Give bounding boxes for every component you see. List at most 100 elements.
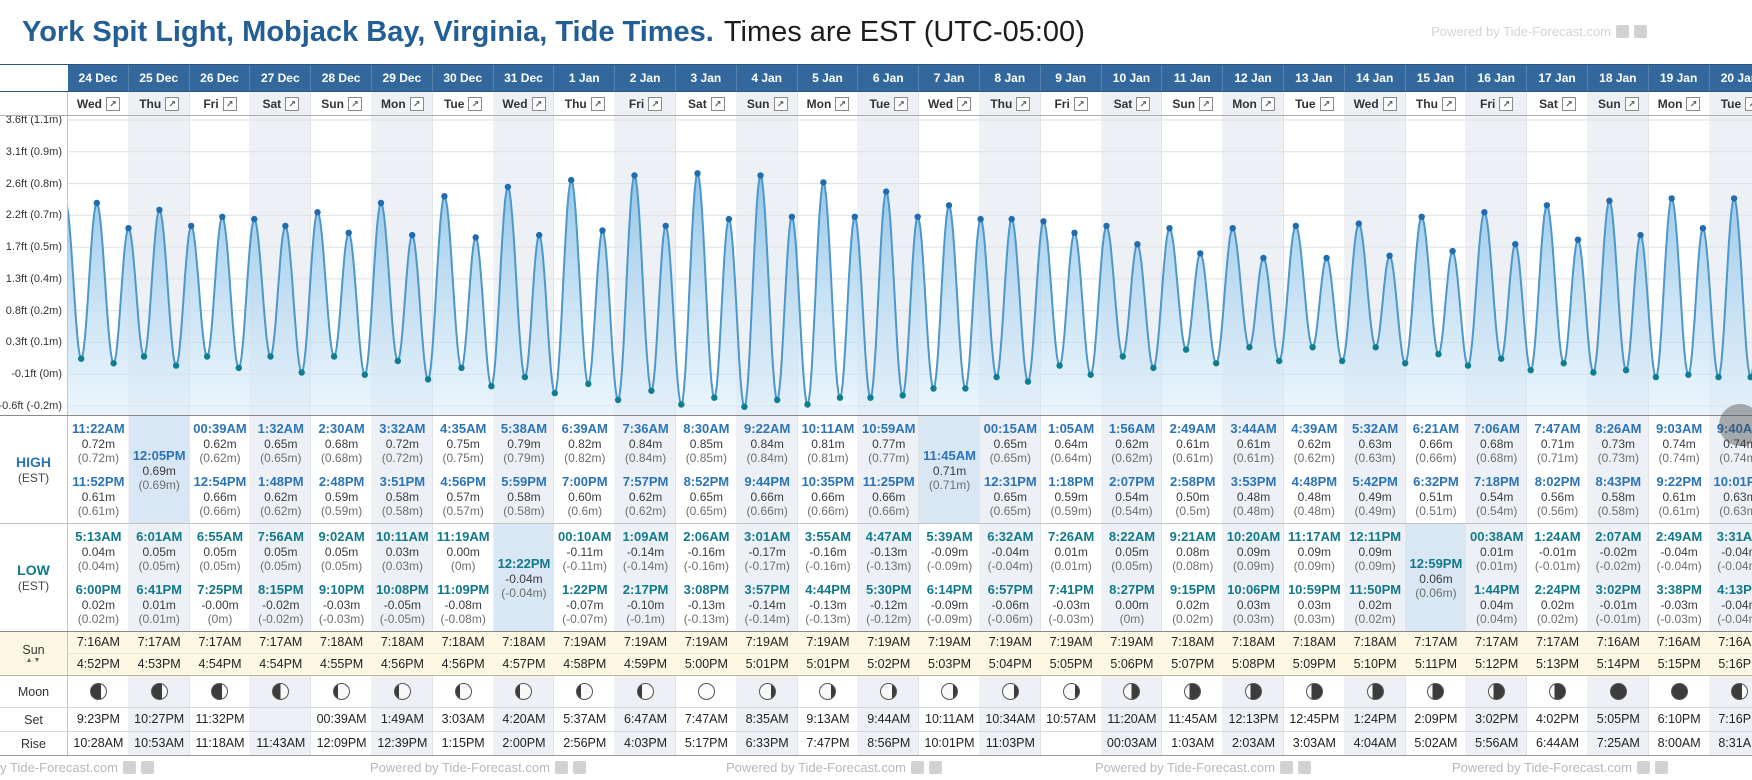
date-header-cell[interactable]: 8 Jan	[979, 65, 1041, 91]
expand-day-icon[interactable]: ↗	[1136, 96, 1151, 111]
date-header-cell[interactable]: 1 Jan	[554, 65, 616, 91]
low-tide-height-alt: (-0.03m)	[1656, 612, 1702, 627]
date-header-cell[interactable]: 9 Jan	[1040, 65, 1102, 91]
expand-day-icon[interactable]: ↗	[1745, 96, 1752, 111]
date-header-cell[interactable]: 18 Jan	[1587, 65, 1649, 91]
date-header-cell[interactable]: 29 Dec	[371, 65, 433, 91]
weekday-label: Sat	[1113, 96, 1133, 111]
high-tide-height-alt: (0.6m)	[567, 504, 603, 519]
low-tide-time: 10:11AM	[376, 528, 429, 544]
sunset-time: 5:01PM	[745, 657, 789, 671]
weekday-cell: Mon ↗	[1649, 92, 1710, 115]
high-tide-height-alt: (0.48m)	[1232, 504, 1275, 519]
expand-day-icon[interactable]: ↗	[105, 96, 120, 111]
high-tide-time: 2:07PM	[1109, 474, 1155, 490]
moon-cell	[494, 676, 555, 707]
date-header-cell[interactable]: 15 Jan	[1405, 65, 1467, 91]
expand-day-icon[interactable]: ↗	[1561, 96, 1576, 111]
weekday-cell: Sat ↗	[1527, 92, 1588, 115]
expand-day-icon[interactable]: ↗	[893, 96, 908, 111]
expand-day-icon[interactable]: ↗	[1686, 96, 1701, 111]
date-header-cell[interactable]: 11 Jan	[1162, 65, 1224, 91]
expand-day-icon[interactable]: ↗	[1319, 96, 1334, 111]
low-tide-event: 2:17PM -0.10m (-0.1m)	[615, 578, 676, 632]
date-header-cell[interactable]: 16 Jan	[1466, 65, 1528, 91]
expand-day-icon[interactable]: ↗	[590, 96, 605, 111]
date-header-cell[interactable]: 20 Jan	[1709, 65, 1752, 91]
high-tide-height-alt: (0.62m)	[1111, 450, 1153, 465]
sun-times-cell: 7:17AM 5:12PM	[1466, 632, 1528, 675]
date-header-cell[interactable]: 31 Dec	[493, 65, 555, 91]
date-header-cell[interactable]: 28 Dec	[311, 65, 372, 91]
expand-day-icon[interactable]: ↗	[285, 96, 300, 111]
expand-day-icon[interactable]: ↗	[1260, 96, 1275, 111]
low-tide-cell: 8:22AM 0.05m (0.05m) 8:27PM 0.00m (0m)	[1102, 524, 1163, 631]
low-tide-height: -0.14m	[748, 598, 786, 613]
date-header-cell[interactable]: 17 Jan	[1527, 65, 1588, 91]
date-header-cell[interactable]: 6 Jan	[858, 65, 920, 91]
weekday-label: Fri	[203, 96, 219, 111]
expand-day-icon[interactable]: ↗	[835, 96, 850, 111]
low-tide-time: 7:25PM	[197, 582, 243, 598]
date-header-cell[interactable]: 12 Jan	[1223, 65, 1284, 91]
moonset-time: 11:20AM	[1107, 712, 1157, 726]
high-tide-cell: 5:38AM 0.79m (0.79m) 5:59PM 0.58m (0.58m)	[494, 416, 555, 523]
expand-day-icon[interactable]: ↗	[222, 96, 237, 111]
high-tide-time: 1:56AM	[1108, 420, 1156, 436]
expand-day-icon[interactable]: ↗	[409, 96, 424, 111]
low-tide-cell: 12:59PM 0.06m (0.06m)	[1405, 524, 1467, 631]
expand-day-icon[interactable]: ↗	[165, 96, 180, 111]
expand-day-icon[interactable]: ↗	[1382, 96, 1397, 111]
date-header-cell[interactable]: 7 Jan	[919, 65, 980, 91]
low-tide-time: 12:11PM	[1349, 528, 1402, 544]
date-header-cell[interactable]: 13 Jan	[1283, 65, 1345, 91]
waning-crescent-moon-icon	[1245, 683, 1263, 700]
expand-day-icon[interactable]: ↗	[1199, 96, 1214, 111]
moonset-time: 10:11AM	[925, 712, 975, 726]
expand-day-icon[interactable]: ↗	[773, 96, 788, 111]
date-header-cell[interactable]: 10 Jan	[1101, 65, 1163, 91]
moonset-time: 12:45PM	[1289, 712, 1340, 726]
date-header-cell[interactable]: 4 Jan	[736, 65, 798, 91]
sun-times-cell: 7:19AM 5:00PM	[675, 632, 737, 675]
high-tide-height: 0.69m	[142, 463, 176, 478]
waxing-crescent-moon-icon	[211, 683, 229, 700]
high-tide-cell: 8:30AM 0.85m (0.85m) 8:52PM 0.65m (0.65m)	[676, 416, 737, 523]
high-tide-height-alt: (0.84m)	[624, 450, 667, 465]
expand-day-icon[interactable]: ↗	[957, 96, 972, 111]
sunrise-time: 7:19AM	[615, 632, 676, 654]
date-header-cell[interactable]: 14 Jan	[1344, 65, 1406, 91]
high-tide-cell: 7:06AM 0.68m (0.68m) 7:18PM 0.54m (0.54m)	[1466, 416, 1527, 523]
date-header-cell[interactable]: 2 Jan	[615, 65, 676, 91]
date-header-cell[interactable]: 27 Dec	[250, 65, 312, 91]
high-tide-event: 5:59PM 0.58m (0.58m)	[494, 470, 555, 524]
low-tide-height-alt: (-0.09m)	[926, 612, 973, 627]
date-header-cell[interactable]: 3 Jan	[675, 65, 737, 91]
date-header-cell[interactable]: 24 Dec	[68, 65, 129, 91]
low-tide-event: 3:02PM -0.01m (-0.01m)	[1588, 578, 1649, 632]
expand-day-icon[interactable]: ↗	[531, 96, 546, 111]
date-header-cell[interactable]: 19 Jan	[1648, 65, 1710, 91]
high-tide-event: 4:39AM 0.62m (0.62m)	[1284, 416, 1345, 470]
expand-day-icon[interactable]: ↗	[1499, 96, 1514, 111]
date-header-cell[interactable]: 25 Dec	[128, 65, 190, 91]
expand-day-icon[interactable]: ↗	[468, 96, 483, 111]
expand-day-icon[interactable]: ↗	[347, 96, 362, 111]
low-tide-height: 0.09m	[1358, 544, 1392, 559]
high-tide-event: 2:58PM 0.50m (0.5m)	[1162, 470, 1223, 524]
expand-day-icon[interactable]: ↗	[1624, 96, 1639, 111]
date-header-cell[interactable]: 30 Dec	[432, 65, 494, 91]
high-tide-height: 0.82m	[568, 436, 602, 451]
high-tide-event: 6:21AM 0.66m (0.66m)	[1406, 416, 1467, 470]
expand-day-icon[interactable]: ↗	[1441, 96, 1456, 111]
date-header-cell[interactable]: 26 Dec	[189, 65, 251, 91]
expand-day-icon[interactable]: ↗	[648, 96, 663, 111]
date-header-cell[interactable]: 5 Jan	[797, 65, 859, 91]
expand-day-icon[interactable]: ↗	[1073, 96, 1088, 111]
sun-times-cell: 7:19AM 5:03PM	[919, 632, 980, 675]
sunrise-time: 7:17AM	[1466, 632, 1528, 654]
high-tide-time: 1:18PM	[1048, 474, 1094, 490]
low-tide-cell: 3:31AM-0.04m(-0.04m)4:13PM-0.04m(-0.04m)	[1710, 524, 1752, 631]
expand-day-icon[interactable]: ↗	[1016, 96, 1031, 111]
expand-day-icon[interactable]: ↗	[710, 96, 725, 111]
